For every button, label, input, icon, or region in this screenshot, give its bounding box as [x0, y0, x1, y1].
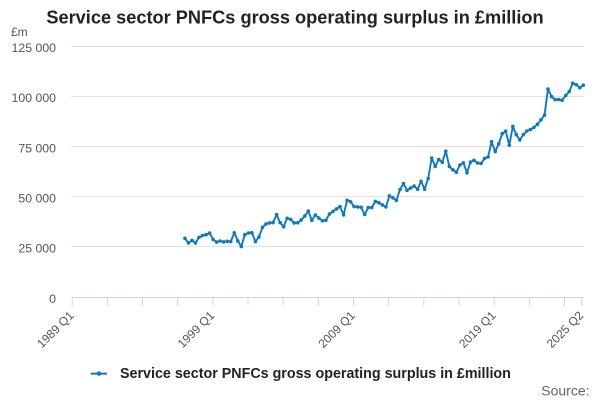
svg-text:75 000: 75 000: [18, 141, 56, 155]
svg-text:Service sector PNFCs gross ope: Service sector PNFCs gross operating sur…: [46, 8, 543, 28]
svg-text:25 000: 25 000: [18, 242, 56, 256]
svg-text:£m: £m: [11, 25, 28, 39]
svg-text:Source:: Source:: [541, 383, 589, 399]
svg-text:125 000: 125 000: [12, 41, 57, 55]
svg-text:100 000: 100 000: [12, 91, 57, 105]
svg-text:Service sector PNFCs gross ope: Service sector PNFCs gross operating sur…: [120, 366, 511, 382]
svg-text:50 000: 50 000: [18, 192, 56, 206]
svg-text:0: 0: [49, 292, 56, 306]
